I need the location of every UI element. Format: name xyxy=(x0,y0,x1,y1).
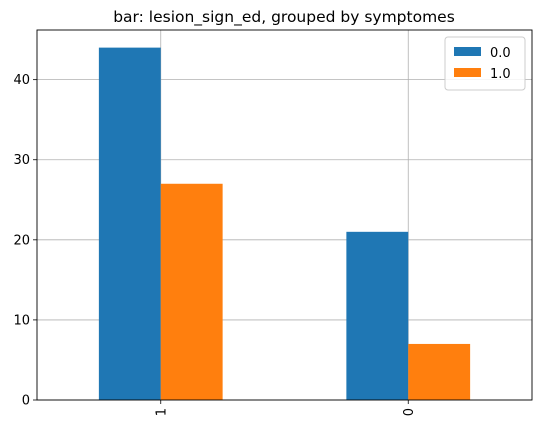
bar-series-0-cat-0 xyxy=(98,47,161,400)
y-tick-label: 0 xyxy=(22,394,30,409)
y-tick-label: 20 xyxy=(13,233,30,248)
bar-series-1-cat-1 xyxy=(408,343,471,400)
legend: 0.01.0 xyxy=(444,36,526,91)
plot-frame xyxy=(36,29,533,401)
legend-swatch xyxy=(454,47,481,56)
y-tick-label: 40 xyxy=(13,73,30,88)
legend-label: 0.0 xyxy=(490,46,511,61)
x-tick-label: 1 xyxy=(154,408,169,416)
chart-title: bar: lesion_sign_ed, grouped by symptome… xyxy=(113,8,455,27)
x-tick-label: 0 xyxy=(402,408,417,416)
bar-series-1-cat-0 xyxy=(160,183,223,400)
legend-box xyxy=(444,36,526,91)
y-tick-label: 10 xyxy=(13,313,30,328)
y-axis: 0 10 20 30 40 xyxy=(13,73,37,409)
y-tick-label: 30 xyxy=(13,153,30,168)
legend-swatch xyxy=(454,68,481,77)
bars xyxy=(98,47,471,400)
bar-series-0-cat-1 xyxy=(346,231,409,400)
legend-label: 1.0 xyxy=(490,67,511,82)
